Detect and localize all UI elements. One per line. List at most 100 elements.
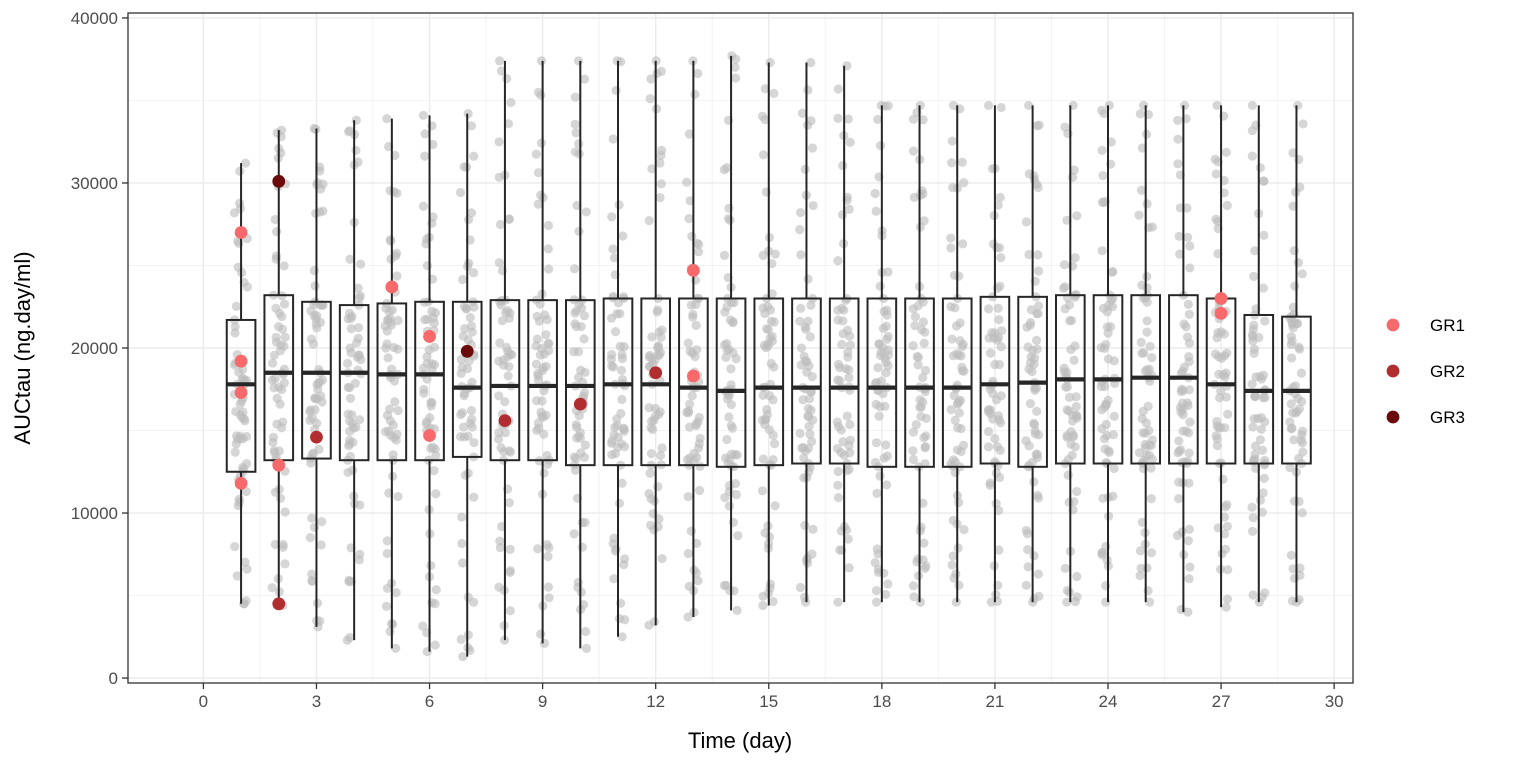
individual-point [1144,426,1154,436]
individual-point [1021,525,1031,536]
individual-point [803,316,813,326]
individual-point [1222,521,1232,531]
individual-point [1104,100,1114,111]
individual-point [683,408,694,418]
individual-point [757,415,767,425]
individual-point [1250,449,1260,459]
legend: GR1 GR2 GR3 [1386,316,1465,427]
individual-point [881,368,891,378]
individual-point [688,309,698,319]
individual-point [469,151,479,161]
individual-point [881,589,891,600]
individual-point [692,238,702,248]
individual-point [1173,134,1183,144]
individual-point [268,437,278,447]
individual-point [833,480,843,490]
individual-point [280,507,290,517]
individual-point [683,548,693,559]
individual-point [874,411,884,421]
individual-point [493,434,504,444]
individual-point [1185,417,1195,427]
box-iqr [301,300,332,460]
y-axis-title: AUCtau (ng.day/ml) [10,251,35,444]
individual-point [657,443,667,453]
individual-point [387,364,397,374]
individual-point [760,528,770,538]
individual-point [571,306,582,316]
individual-point [657,554,667,564]
individual-point [770,249,780,259]
individual-point [577,517,588,528]
individual-point [535,299,545,309]
individual-point [1108,266,1118,277]
individual-point [731,354,741,364]
individual-point [908,446,918,456]
individual-point [269,350,279,360]
individual-point [459,422,469,432]
individual-point [1059,260,1070,270]
individual-point [1097,246,1107,256]
individual-point [1247,330,1258,340]
individual-point [464,356,474,366]
individual-point [1029,171,1039,181]
individual-point [1064,392,1075,402]
individual-point [947,560,957,570]
legend-label-gr3: GR3 [1430,408,1465,427]
individual-point [532,425,542,435]
individual-point [1290,573,1300,583]
individual-point [1023,562,1033,572]
individual-point [1290,281,1300,291]
individual-point [1137,280,1147,290]
individual-point [429,342,440,352]
individual-point [682,177,692,187]
individual-point [574,372,584,382]
individual-point [695,433,705,443]
individual-point [466,405,477,416]
individual-point [838,210,848,220]
individual-point [496,300,506,310]
individual-point [954,580,964,590]
legend-label-gr2: GR2 [1430,362,1465,381]
individual-point [1021,436,1031,446]
individual-point [1135,571,1145,581]
individual-point [1260,417,1270,427]
individual-point [1256,424,1266,434]
x-tick-label: 9 [538,692,547,711]
individual-point [1285,417,1295,427]
box-iqr [640,297,672,467]
individual-point [920,365,931,376]
individual-point [346,348,356,358]
individual-point [543,551,553,562]
y-tick-label: 10000 [71,504,118,523]
individual-point [838,437,848,447]
individual-point [1286,550,1296,560]
individual-point [495,219,506,230]
group-point-gr2 [649,366,663,380]
individual-point [726,380,736,390]
individual-point [1183,232,1193,242]
individual-point [843,352,853,362]
individual-point [390,397,400,407]
individual-point [946,405,956,415]
individual-point [346,324,356,334]
individual-point [797,108,808,118]
individual-point [1257,445,1268,455]
individual-point [1060,282,1070,292]
individual-point [1109,411,1119,421]
individual-point [833,466,843,477]
individual-point [498,360,509,370]
individual-point [351,115,361,125]
individual-point [1250,391,1260,401]
individual-point [1033,493,1043,503]
individual-point [420,151,430,161]
individual-point [232,571,242,581]
individual-point [693,247,704,257]
individual-point [1287,336,1297,346]
individual-point [381,601,392,611]
individual-point [844,204,854,214]
individual-point [318,206,328,216]
individual-point [837,339,847,350]
individual-point [684,129,694,139]
individual-point [1033,182,1043,193]
individual-point [1174,231,1184,241]
